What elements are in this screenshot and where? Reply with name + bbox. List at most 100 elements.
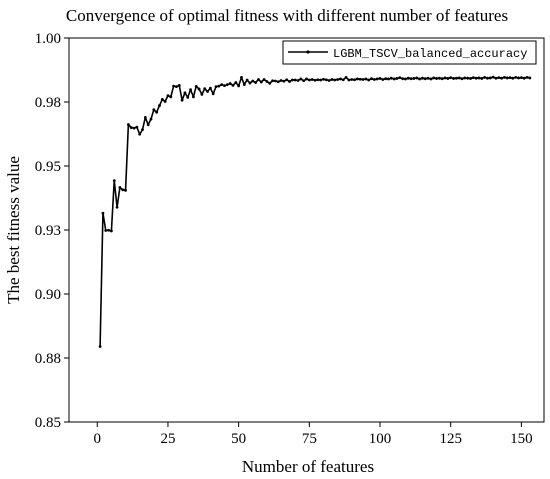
data-point bbox=[279, 79, 283, 82]
chart-title: Convergence of optimal fitness with diff… bbox=[66, 6, 508, 25]
data-point bbox=[254, 81, 258, 84]
x-tick-label: 25 bbox=[160, 431, 175, 447]
data-point bbox=[220, 83, 224, 86]
data-point bbox=[282, 79, 286, 83]
data-point bbox=[466, 76, 470, 80]
data-point bbox=[353, 78, 356, 82]
data-point bbox=[449, 76, 453, 80]
data-point bbox=[313, 78, 317, 82]
y-tick-label: 0.85 bbox=[35, 415, 61, 431]
data-point bbox=[163, 100, 167, 103]
data-point bbox=[183, 91, 187, 95]
data-point bbox=[208, 86, 212, 90]
data-point bbox=[149, 117, 153, 121]
x-tick-label: 125 bbox=[439, 431, 462, 447]
data-point bbox=[412, 77, 416, 80]
data-point bbox=[138, 132, 142, 136]
data-point bbox=[528, 76, 532, 80]
data-point bbox=[194, 84, 198, 88]
y-tick-label: 0.98 bbox=[35, 95, 61, 111]
data-point bbox=[217, 84, 221, 88]
x-tick-label: 150 bbox=[510, 431, 533, 447]
data-point bbox=[175, 85, 178, 89]
data-point bbox=[525, 76, 529, 79]
data-point bbox=[429, 77, 433, 81]
data-point bbox=[268, 81, 272, 85]
y-tick-label: 0.95 bbox=[35, 159, 61, 175]
data-point bbox=[488, 76, 492, 80]
data-point bbox=[203, 87, 207, 91]
data-point bbox=[274, 79, 277, 83]
data-point bbox=[121, 188, 125, 192]
data-point bbox=[245, 78, 249, 82]
data-point bbox=[440, 77, 444, 81]
data-point bbox=[319, 78, 323, 82]
data-point bbox=[155, 110, 159, 114]
data-point bbox=[293, 78, 297, 82]
legend-marker-sample bbox=[306, 50, 310, 54]
data-point bbox=[435, 77, 438, 80]
data-point bbox=[443, 76, 447, 80]
data-point bbox=[285, 78, 289, 82]
data-point bbox=[423, 77, 427, 81]
data-point bbox=[302, 79, 306, 83]
data-point bbox=[251, 79, 255, 83]
data-point bbox=[497, 76, 501, 80]
data-point bbox=[517, 76, 520, 80]
data-point bbox=[160, 98, 164, 101]
data-point bbox=[480, 77, 484, 80]
y-axis-label: The best fitness value bbox=[4, 156, 23, 304]
data-point bbox=[276, 80, 280, 84]
data-point bbox=[336, 78, 339, 81]
data-point bbox=[152, 108, 156, 112]
data-point bbox=[486, 76, 489, 80]
data-point bbox=[180, 98, 184, 102]
data-point bbox=[367, 78, 371, 82]
data-point bbox=[398, 76, 402, 80]
data-point bbox=[189, 88, 192, 92]
data-point bbox=[350, 78, 354, 81]
data-point bbox=[395, 77, 399, 80]
data-point bbox=[421, 76, 424, 80]
x-axis-ticks: 0 25 50 75 100 125 150 bbox=[94, 422, 533, 447]
data-point bbox=[324, 78, 328, 82]
data-point bbox=[494, 76, 498, 80]
y-tick-label: 0.93 bbox=[35, 223, 61, 239]
data-point bbox=[322, 77, 325, 81]
data-point bbox=[271, 79, 274, 83]
data-point bbox=[237, 84, 241, 88]
data-point bbox=[307, 78, 311, 82]
data-point bbox=[418, 77, 421, 81]
y-tick-label: 0.90 bbox=[35, 287, 61, 303]
data-point bbox=[330, 78, 334, 81]
data-point bbox=[192, 95, 195, 99]
data-point bbox=[361, 78, 365, 81]
data-point bbox=[474, 76, 478, 80]
data-point bbox=[344, 76, 348, 79]
data-point bbox=[129, 126, 133, 129]
data-point bbox=[115, 205, 119, 209]
data-point bbox=[375, 77, 379, 81]
data-point bbox=[508, 76, 512, 80]
y-axis-ticks: 0.85 0.88 0.90 0.93 0.95 0.98 1.00 bbox=[35, 31, 69, 431]
data-point bbox=[206, 90, 209, 93]
data-point bbox=[500, 76, 503, 80]
data-point bbox=[110, 229, 113, 233]
data-point bbox=[118, 186, 122, 189]
data-point bbox=[378, 77, 382, 80]
data-point bbox=[305, 77, 308, 81]
data-point bbox=[372, 78, 376, 81]
data-point bbox=[370, 77, 373, 81]
data-point bbox=[169, 95, 173, 99]
data-point bbox=[186, 95, 190, 99]
data-point bbox=[401, 77, 405, 81]
data-point bbox=[143, 115, 147, 119]
data-point bbox=[225, 83, 229, 86]
data-point bbox=[126, 123, 130, 126]
data-point bbox=[457, 76, 461, 80]
data-point bbox=[514, 76, 518, 79]
data-point bbox=[333, 78, 337, 82]
legend: LGBM_TSCV_balanced_accuracy bbox=[282, 40, 537, 65]
data-point bbox=[234, 81, 238, 84]
